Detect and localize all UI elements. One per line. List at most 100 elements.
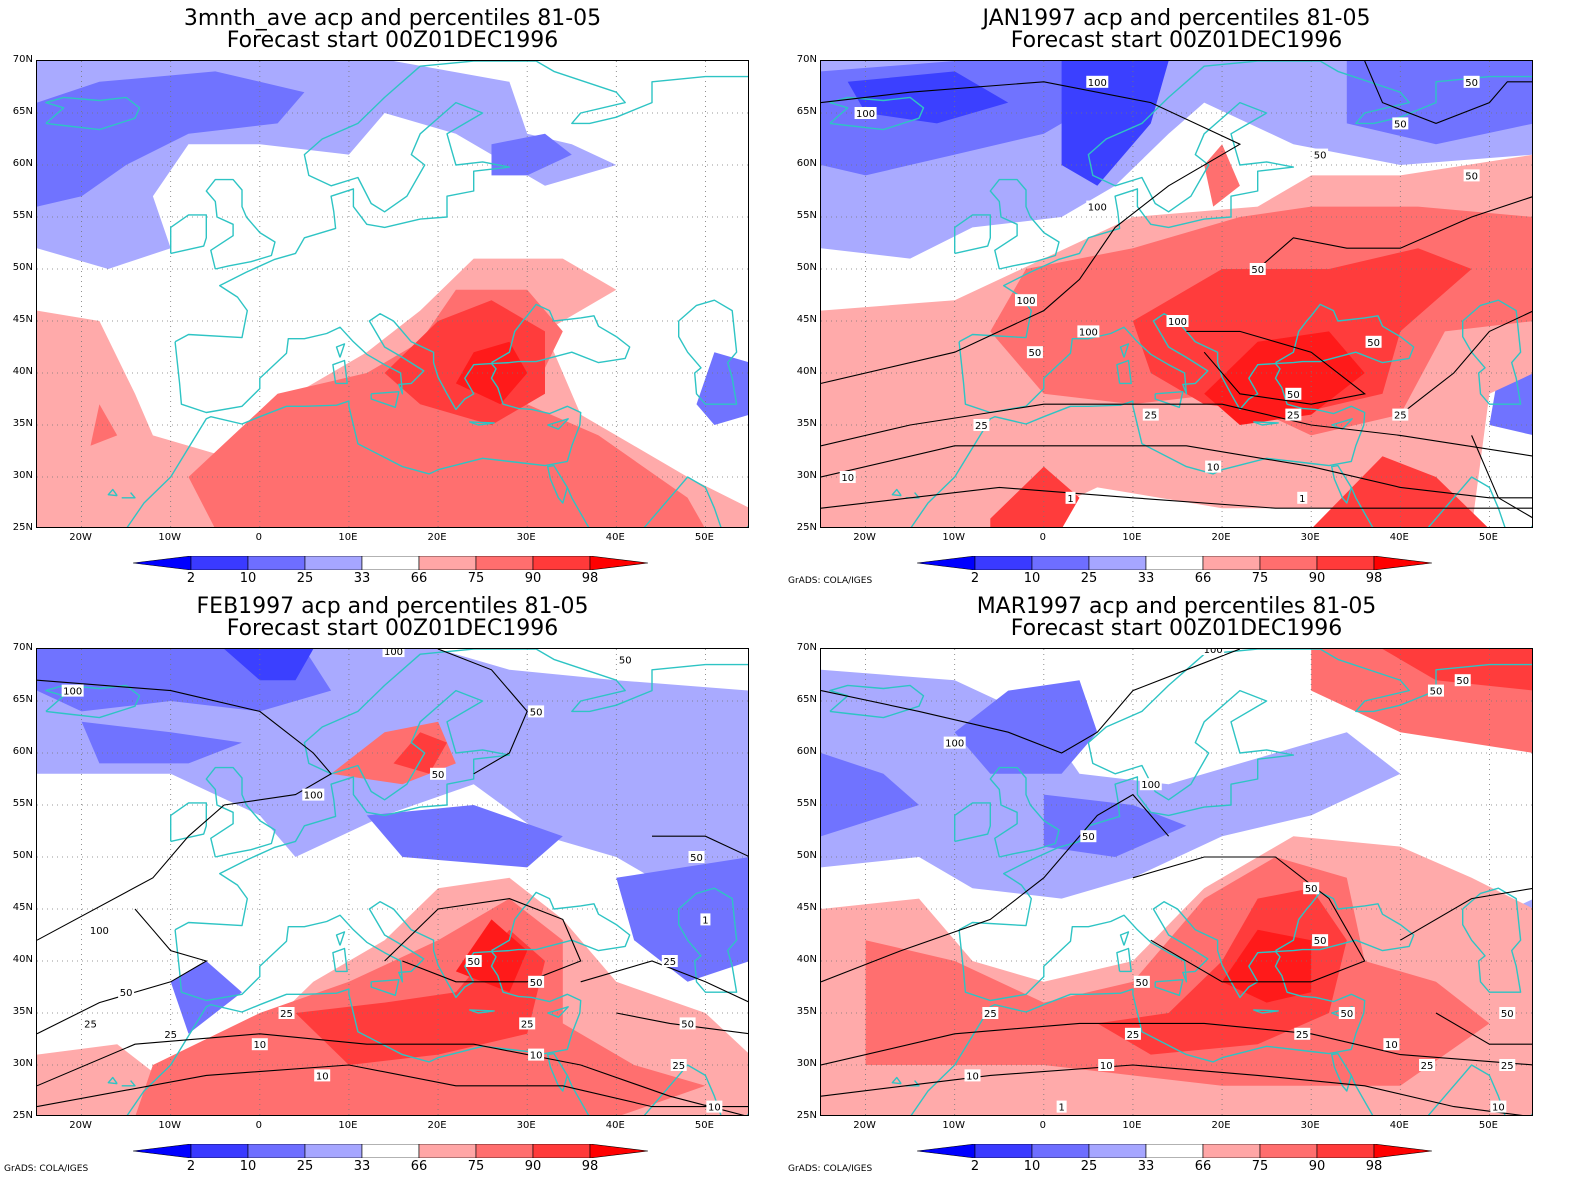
contour-label: 100: [1086, 75, 1109, 89]
colorbar-label: 75: [467, 1159, 485, 1174]
svg-text:50: 50: [1305, 884, 1318, 895]
svg-text:25: 25: [975, 421, 988, 432]
contour-label: 50: [1285, 387, 1302, 401]
svg-text:10: 10: [1100, 1061, 1113, 1072]
contour-label: 25: [1285, 408, 1302, 422]
below-normal-shading: [224, 649, 314, 681]
longitude-label: 30E: [516, 1120, 536, 1131]
contour-line: [821, 486, 1532, 509]
coastline: [491, 303, 631, 365]
contour-label: 50: [528, 975, 545, 989]
latitude-label: 45N: [12, 902, 33, 913]
contour-label: 50: [1499, 1007, 1516, 1020]
contour-label: 50: [688, 851, 705, 864]
map-frame: [36, 60, 749, 528]
coastline: [1253, 1009, 1279, 1014]
panel-subtitle: Forecast start 00Z01DEC1996: [1010, 616, 1343, 641]
below-normal-shading: [847, 71, 1009, 124]
contour-line: [1364, 61, 1532, 124]
longitude-label: 20W: [69, 1120, 92, 1131]
coastline: [891, 488, 902, 497]
contour-label: 25: [982, 1007, 999, 1020]
coastline: [547, 464, 590, 527]
contour-label: 50: [528, 705, 545, 718]
latitude-label: 50N: [12, 262, 33, 273]
panel-title: MAR1997 acp and percentiles 81-05: [976, 594, 1377, 619]
svg-text:25: 25: [1144, 411, 1157, 422]
contour-label: 10: [314, 1069, 331, 1082]
svg-text:100: 100: [1016, 296, 1035, 307]
coastline: [469, 1009, 495, 1014]
svg-text:50: 50: [1465, 171, 1478, 182]
latitude-label: 35N: [12, 418, 33, 429]
map-frame: 100 100 50 50 50 100 50 100 100 50 100 50 50 25 25 10 25…: [820, 60, 1533, 528]
coastline: [1119, 931, 1130, 946]
svg-text:50: 50: [1340, 1009, 1353, 1020]
coastline: [170, 214, 207, 255]
colorbar-label: 98: [1365, 571, 1383, 586]
coastline: [107, 1076, 118, 1085]
latitude-label: 40N: [12, 366, 33, 377]
contour-label: 100: [88, 923, 111, 937]
coastline: [174, 649, 748, 931]
above-normal-shading: [393, 732, 447, 774]
latitude-label: 55N: [796, 798, 817, 809]
contour-label: 25: [278, 1007, 295, 1020]
contour-label: 25: [1499, 1059, 1516, 1072]
svg-text:10: 10: [253, 1040, 266, 1051]
map-frame: 100 100 50 50 100 50 25 100 50 25 25 10 50 50 25 10 10 50…: [36, 648, 749, 1116]
svg-text:50: 50: [1394, 119, 1407, 130]
contour-line: [1132, 856, 1366, 983]
coastline: [1119, 343, 1130, 358]
svg-text:50: 50: [1082, 832, 1095, 843]
coastline: [954, 802, 991, 843]
panel-subtitle: Forecast start 00Z01DEC1996: [226, 28, 559, 53]
above-normal-shading: [455, 341, 528, 405]
coastline: [910, 901, 1366, 1115]
colorbar-label: 10: [1023, 571, 1041, 586]
contour-label: 50: [118, 986, 135, 999]
latitude-label: 65N: [12, 106, 33, 117]
latitude-label: 40N: [796, 366, 817, 377]
contour-line: [384, 898, 582, 983]
latitude-label: 70N: [12, 54, 33, 65]
svg-text:100: 100: [1204, 649, 1223, 656]
longitude-label: 10E: [1122, 532, 1142, 543]
latitude-label: 60N: [796, 158, 817, 169]
coastline: [1154, 979, 1184, 996]
panel-subtitle: Forecast start 00Z01DEC1996: [1010, 28, 1343, 53]
coastline: [332, 947, 348, 973]
below-normal-shading: [821, 753, 919, 837]
contour-label: 100: [1077, 325, 1100, 338]
svg-text:25: 25: [663, 957, 676, 968]
contour-label: 100: [854, 107, 877, 120]
svg-text:100: 100: [1088, 78, 1107, 89]
svg-text:1: 1: [1067, 494, 1073, 505]
coastline: [1331, 418, 1353, 430]
contour-label: 50: [1365, 335, 1382, 349]
coastline: [958, 61, 1532, 343]
coastline: [370, 391, 400, 408]
contour-label: 10: [839, 471, 856, 484]
colorbar-label: 90: [524, 1159, 542, 1174]
contour-line: [1435, 1012, 1532, 1045]
latitude-label: 35N: [12, 1006, 33, 1017]
latitude-label: 40N: [796, 954, 817, 965]
contour-label: 50: [1133, 975, 1150, 989]
latitude-label: 45N: [12, 314, 33, 325]
latitude-label: 25N: [796, 522, 817, 533]
colorbar-label: 10: [239, 1159, 257, 1174]
colorbar-label: 66: [410, 1159, 428, 1174]
contour-label: 50: [1312, 934, 1329, 947]
longitude-label: 10E: [338, 1120, 358, 1131]
contour-line: [1186, 330, 1366, 405]
contour-label: 50: [1392, 117, 1409, 130]
svg-text:50: 50: [530, 707, 543, 718]
contour-label: 100: [302, 788, 325, 802]
contour-label: 1: [700, 913, 711, 926]
latitude-label: 60N: [796, 746, 817, 757]
contour-label: 50: [617, 653, 634, 666]
coastline: [1275, 891, 1415, 953]
coastline: [643, 1064, 748, 1115]
contour-line: [652, 835, 748, 857]
